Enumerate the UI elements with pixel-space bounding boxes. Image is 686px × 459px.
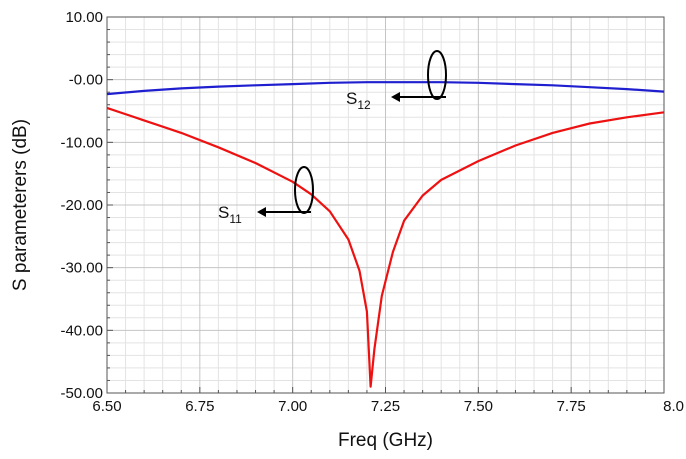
y-tick-label: -20.00 [60,197,103,214]
y-tick-labels: 10.00 -0.00 -10.00 -20.00 -30.00 -40.00 -50.00 [60,9,103,402]
x-axis-title: Freq (GHz) [338,430,433,451]
s12-marker-ellipse [427,50,447,100]
y-tick-label: -10.00 [60,134,103,151]
x-tick-labels: 6.50 6.75 7.00 7.25 7.50 7.75 8.0 [92,398,684,415]
s12-label-s: S [346,89,357,108]
y-tick-label: -30.00 [60,260,103,277]
x-tick-label: 6.75 [185,398,214,415]
s12-arrow-head [391,92,400,102]
tick-marks [106,16,665,394]
s12-label: S12 [346,89,371,112]
s12-annotation: S12 [346,50,447,112]
y-tick-label: -0.00 [69,72,103,89]
y-tick-label: -40.00 [60,322,103,339]
x-tick-label: 8.0 [663,398,684,415]
s11-arrow-head [257,207,266,217]
s11-annotation: S11 [218,166,314,226]
x-tick-label: 7.75 [557,398,586,415]
series-layer [106,81,665,388]
x-tick-label: 7.25 [371,398,400,415]
s11-label: S11 [218,203,242,226]
series-line-s12 [106,81,665,96]
s12-label-subscript: 12 [357,98,371,112]
y-tick-label: -50.00 [60,385,103,402]
y-tick-label: 10.00 [65,9,103,26]
x-tick-label: 6.50 [92,398,121,415]
x-tick-label: 7.50 [464,398,493,415]
s11-label-subscript: 11 [229,212,242,226]
y-axis-title: S parameterers (dB) [10,119,31,291]
x-tick-label: 7.00 [278,398,307,415]
series-line-s11 [106,106,665,388]
s11-label-s: S [218,203,229,222]
